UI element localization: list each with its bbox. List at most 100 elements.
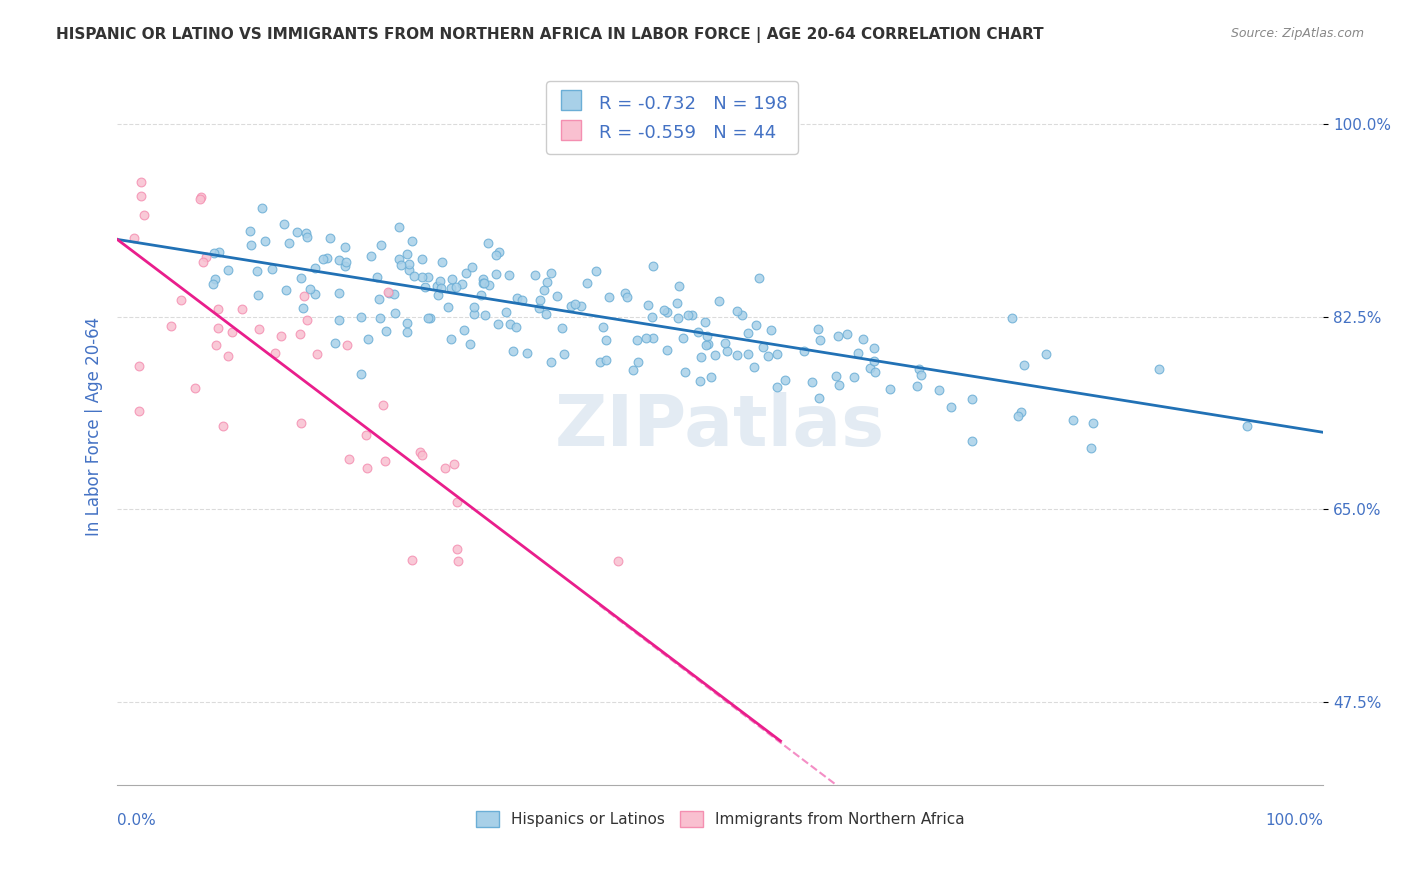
- Point: [441, 272, 464, 286]
- Point: [195, 250, 218, 264]
- Point: [315, 252, 337, 266]
- Point: [401, 234, 423, 248]
- Text: HISPANIC OR LATINO VS IMMIGRANTS FROM NORTHERN AFRICA IN LABOR FORCE | AGE 20-64: HISPANIC OR LATINO VS IMMIGRANTS FROM NO…: [56, 27, 1043, 43]
- Point: [270, 329, 292, 343]
- Point: [401, 553, 423, 567]
- Point: [190, 190, 212, 204]
- Point: [212, 418, 235, 433]
- Point: [129, 189, 152, 203]
- Point: [294, 226, 316, 240]
- Point: [569, 299, 592, 313]
- Point: [751, 340, 773, 354]
- Point: [695, 315, 717, 329]
- Point: [373, 398, 395, 412]
- Point: [221, 326, 243, 340]
- Point: [132, 208, 155, 222]
- Point: [384, 306, 406, 320]
- Point: [498, 268, 520, 283]
- Point: [621, 363, 644, 377]
- Point: [533, 283, 555, 297]
- Point: [409, 445, 432, 459]
- Point: [800, 375, 823, 389]
- Point: [207, 245, 229, 260]
- Point: [595, 352, 617, 367]
- Point: [488, 244, 510, 259]
- Point: [910, 368, 932, 383]
- Point: [304, 261, 326, 276]
- Point: [858, 361, 880, 376]
- Point: [748, 271, 770, 285]
- Point: [387, 220, 409, 235]
- Point: [704, 347, 727, 361]
- Point: [382, 286, 405, 301]
- Point: [250, 201, 273, 215]
- Point: [827, 329, 849, 343]
- Point: [827, 377, 849, 392]
- Point: [502, 344, 524, 359]
- Point: [432, 254, 454, 268]
- Point: [928, 383, 950, 397]
- Point: [160, 318, 183, 333]
- Point: [551, 321, 574, 335]
- Point: [440, 281, 463, 295]
- Point: [696, 337, 718, 351]
- Point: [398, 263, 420, 277]
- Point: [576, 276, 599, 290]
- Point: [607, 554, 630, 568]
- Point: [472, 276, 495, 290]
- Point: [641, 259, 664, 273]
- Point: [202, 277, 225, 292]
- Point: [429, 275, 451, 289]
- Point: [1081, 416, 1104, 430]
- Point: [1012, 358, 1035, 372]
- Point: [336, 337, 359, 351]
- Point: [1010, 405, 1032, 419]
- Point: [626, 333, 648, 347]
- Point: [276, 283, 298, 297]
- Point: [495, 304, 517, 318]
- Point: [540, 355, 562, 369]
- Point: [852, 332, 875, 346]
- Point: [1062, 413, 1084, 427]
- Point: [471, 272, 494, 286]
- Point: [297, 229, 319, 244]
- Point: [470, 288, 492, 302]
- Point: [246, 264, 269, 278]
- Point: [672, 331, 695, 345]
- Point: [627, 355, 650, 369]
- Point: [699, 370, 721, 384]
- Point: [207, 321, 229, 335]
- Point: [1007, 409, 1029, 423]
- Point: [960, 434, 983, 449]
- Point: [707, 294, 730, 309]
- Y-axis label: In Labor Force | Age 20-64: In Labor Force | Age 20-64: [86, 318, 103, 536]
- Point: [655, 304, 678, 318]
- Point: [440, 332, 463, 346]
- Point: [960, 392, 983, 406]
- Point: [472, 277, 495, 291]
- Point: [616, 290, 638, 304]
- Point: [207, 302, 229, 317]
- Point: [254, 234, 277, 248]
- Point: [328, 313, 350, 327]
- Point: [217, 263, 239, 277]
- Point: [360, 249, 382, 263]
- Point: [205, 338, 228, 352]
- Point: [560, 299, 582, 313]
- Point: [447, 554, 470, 568]
- Point: [458, 337, 481, 351]
- Text: 0.0%: 0.0%: [117, 813, 156, 828]
- Point: [278, 236, 301, 251]
- Point: [444, 280, 467, 294]
- Point: [335, 255, 357, 269]
- Point: [690, 350, 713, 364]
- Point: [240, 237, 263, 252]
- Point: [730, 308, 752, 322]
- Point: [374, 454, 396, 468]
- Point: [335, 260, 357, 274]
- Point: [426, 278, 449, 293]
- Point: [202, 245, 225, 260]
- Point: [714, 335, 737, 350]
- Point: [534, 307, 557, 321]
- Point: [395, 325, 418, 339]
